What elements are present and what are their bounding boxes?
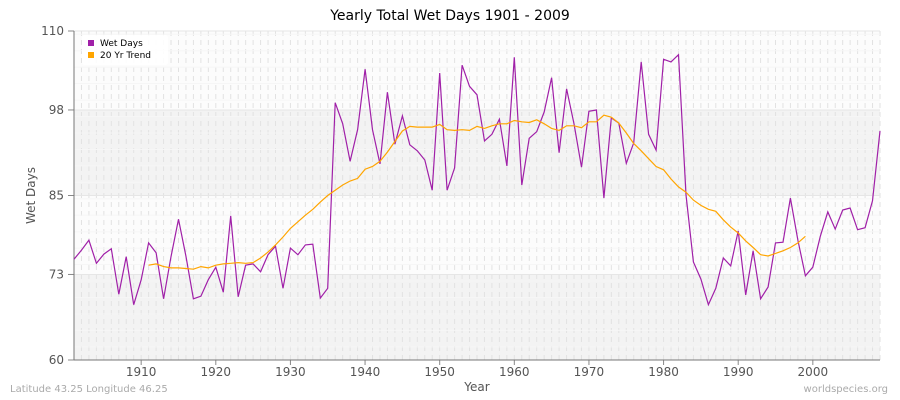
x-tick-label: 1920 <box>201 365 232 379</box>
x-axis-label: Year <box>463 380 489 394</box>
legend-swatch <box>88 52 94 58</box>
x-tick-label: 1970 <box>574 365 605 379</box>
x-tick-label: 1960 <box>499 365 530 379</box>
x-tick-label: 1940 <box>350 365 381 379</box>
chart-title: Yearly Total Wet Days 1901 - 2009 <box>330 8 570 24</box>
footer-coordinates: Latitude 43.25 Longitude 46.25 <box>10 384 168 395</box>
x-tick-label: 1930 <box>275 365 306 379</box>
x-tick-label: 2000 <box>798 365 829 379</box>
footer-source: worldspecies.org <box>803 384 888 395</box>
legend <box>82 35 168 65</box>
grid-band <box>74 274 880 360</box>
y-tick-label: 85 <box>49 189 64 203</box>
x-tick-label: 1950 <box>424 365 455 379</box>
x-tick-label: 1980 <box>648 365 679 379</box>
y-tick-label: 60 <box>49 353 64 367</box>
x-tick-label: 1990 <box>723 365 754 379</box>
y-tick-label: 98 <box>49 103 64 117</box>
y-tick-label: 73 <box>49 267 64 281</box>
y-tick-label: 110 <box>41 24 64 38</box>
x-tick-label: 1910 <box>126 365 157 379</box>
legend-swatch <box>88 40 94 46</box>
y-axis-label: Wet Days <box>24 167 38 224</box>
legend-label: Wet Days <box>100 39 143 49</box>
legend-label: 20 Yr Trend <box>100 51 151 61</box>
